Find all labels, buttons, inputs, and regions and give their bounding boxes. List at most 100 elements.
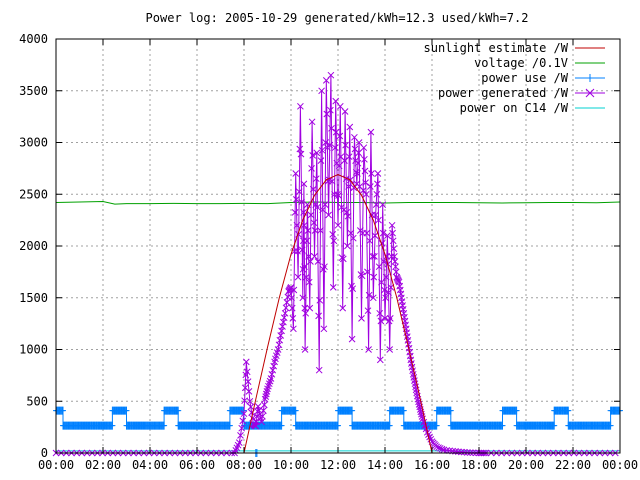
power-generated-marker (386, 315, 394, 322)
power-generated-marker (314, 203, 321, 211)
power-use-marker (607, 421, 614, 430)
power-generated-marker (246, 397, 254, 405)
power-generated-marker (314, 258, 322, 265)
power-generated-marker (435, 444, 442, 451)
power-generated-marker (358, 272, 366, 280)
power-generated-marker (317, 157, 325, 164)
power-generated-marker (237, 432, 244, 439)
x-tick-label: 00:00 (38, 458, 74, 472)
power-use-marker (400, 406, 407, 415)
power-generated-marker (390, 245, 398, 252)
power-generated-marker (309, 152, 317, 159)
chart-title: Power log: 2005-10-29 generated/kWh=12.3… (146, 11, 529, 25)
power-generated-marker (321, 263, 328, 271)
power-generated-marker (238, 424, 246, 432)
power-generated-marker (328, 124, 335, 132)
y-tick-label: 500 (26, 394, 48, 408)
power-use-marker (447, 406, 454, 415)
y-tick-label: 2000 (19, 239, 48, 253)
x-tick-label: 22:00 (555, 458, 591, 472)
legend-label-power-generated: power generated /W (438, 86, 569, 100)
power-generated-marker (262, 390, 270, 398)
power-generated-marker (341, 157, 348, 164)
power-generated-marker (339, 304, 347, 312)
power-generated-marker (433, 443, 441, 451)
power-generated-marker (260, 401, 268, 409)
power-generated-marker (374, 170, 382, 177)
x-tick-label: 04:00 (132, 458, 168, 472)
x-tick-label: 00:00 (602, 458, 638, 472)
grid-lines (56, 39, 620, 453)
power-generated-marker (290, 286, 298, 294)
power-use-marker (565, 406, 572, 415)
power-generated-marker (388, 253, 395, 260)
y-tick-label: 4000 (19, 32, 48, 46)
power-generated-marker (291, 209, 299, 216)
power-generated-marker (389, 229, 396, 237)
power-use-marker (278, 421, 285, 430)
power-generated-marker (358, 315, 365, 322)
power-generated-marker (320, 325, 328, 333)
power-generated-marker (349, 234, 357, 242)
power-generated-marker (321, 201, 329, 208)
power-generated-marker (313, 149, 321, 157)
power-generated-marker (359, 187, 367, 194)
legend-label-voltage: voltage /0.1V (474, 56, 568, 70)
power-generated-marker (368, 170, 375, 177)
power-generated-marker (308, 118, 316, 126)
power-generated-marker (380, 258, 388, 265)
power-generated-marker (308, 165, 315, 172)
power-generated-marker (349, 285, 357, 293)
x-tick-label: 12:00 (320, 458, 356, 472)
power-generated-marker (261, 395, 269, 403)
power-generated-marker (249, 414, 256, 422)
power-generated-marker (302, 309, 310, 317)
power-generated-marker (298, 246, 306, 254)
power-generated-marker (329, 231, 337, 238)
power-generated-marker (243, 368, 251, 376)
power-generated-marker (361, 167, 369, 175)
power-generated-marker (369, 253, 377, 260)
power-generated-marker (365, 346, 372, 353)
power-generated-marker (339, 255, 347, 263)
power-use-marker (551, 421, 558, 430)
power-generated-marker (294, 247, 301, 255)
power-generated-marker (301, 263, 308, 271)
legend: sunlight estimate /W voltage /0.1V power… (424, 41, 605, 115)
series-power-use-markers (53, 406, 623, 457)
power-generated-marker (305, 278, 313, 286)
power-generated-marker (295, 231, 302, 238)
power-generated-marker (311, 227, 319, 234)
power-generated-marker (344, 212, 352, 220)
power-generated-marker (300, 180, 308, 188)
power-generated-marker (322, 139, 330, 146)
power-generated-marker (318, 146, 326, 154)
power-use-marker (386, 421, 393, 430)
power-generated-marker (384, 232, 391, 239)
power-generated-marker (387, 284, 395, 291)
legend-label-power-use: power use /W (481, 71, 568, 85)
power-generated-marker (269, 366, 277, 374)
power-generated-marker (325, 211, 332, 219)
power-generated-marker (375, 216, 382, 224)
power-generated-marker (298, 198, 305, 206)
legend-marker-power-use (586, 74, 594, 82)
x-tick-label: 02:00 (85, 458, 121, 472)
power-generated-marker (346, 123, 354, 131)
x-tick-label: 18:00 (461, 458, 497, 472)
power-generated-marker (301, 304, 309, 312)
power-generated-marker (381, 286, 388, 294)
power-generated-marker (371, 232, 379, 239)
power-generated-marker (388, 221, 396, 229)
power-generated-marker (342, 141, 349, 149)
x-tick-label: 06:00 (179, 458, 215, 472)
power-generated-marker (377, 317, 385, 325)
power-generated-marker (360, 144, 368, 152)
power-generated-marker (329, 284, 337, 291)
power-generated-marker (389, 237, 397, 245)
power-generated-marker (362, 190, 370, 198)
power-generated-marker (315, 366, 323, 374)
power-generated-marker (367, 128, 375, 136)
power-generated-marker (382, 273, 390, 281)
power-generated-marker (297, 150, 305, 158)
